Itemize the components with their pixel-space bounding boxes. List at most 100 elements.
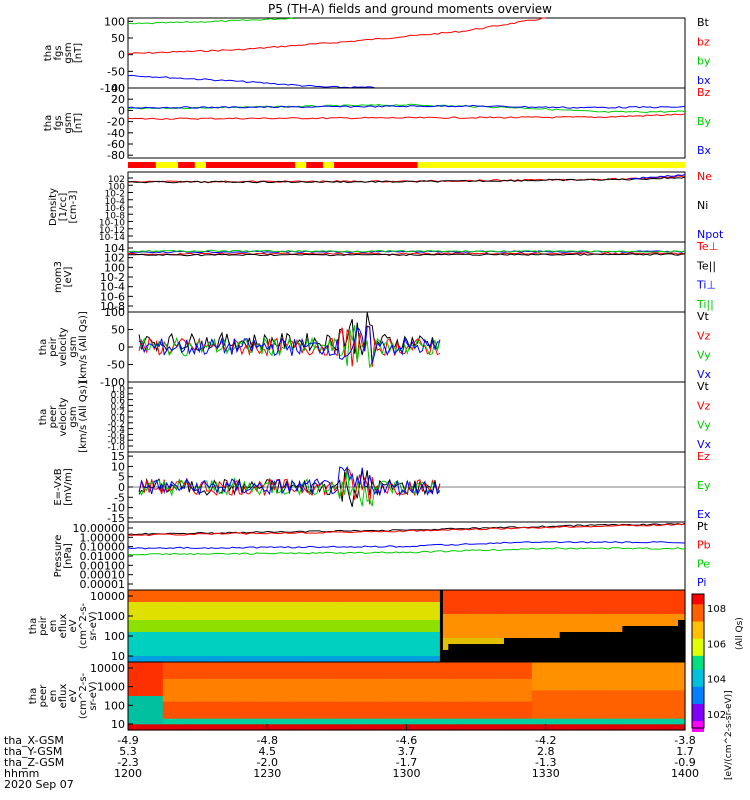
x-tick-label: 1.7 bbox=[676, 745, 694, 758]
spectrogram-cell bbox=[197, 724, 206, 731]
spectrogram-cell bbox=[406, 690, 415, 697]
y-tick-label: 10-4 bbox=[100, 281, 125, 294]
spectrogram-cell bbox=[225, 614, 234, 621]
y-tick-label: 102 bbox=[104, 252, 125, 265]
spectrogram-cell bbox=[141, 614, 150, 621]
spectrogram-cell bbox=[566, 696, 575, 703]
spectrogram-cell bbox=[239, 724, 247, 731]
spectrogram-cell bbox=[232, 690, 240, 697]
spectrogram-cell bbox=[643, 620, 651, 627]
spectrogram-cell bbox=[615, 608, 623, 615]
spectrogram-cell bbox=[476, 713, 484, 720]
spectrogram-cell bbox=[510, 602, 519, 609]
y-tick-label: 15 bbox=[111, 450, 125, 463]
spectrogram-cell bbox=[559, 608, 568, 615]
spectrogram-cell bbox=[288, 638, 296, 645]
spectrogram-cell bbox=[288, 667, 296, 674]
spectrogram-cell bbox=[385, 608, 394, 615]
spectrogram-cell bbox=[497, 656, 505, 663]
spectrogram-cell bbox=[183, 590, 192, 597]
spectrogram-cell bbox=[183, 724, 192, 731]
spectrogram-cell bbox=[204, 656, 213, 663]
y-tick-label: 1000 bbox=[97, 681, 125, 694]
spectrogram-cell bbox=[385, 590, 394, 597]
spectrogram-cell bbox=[218, 662, 227, 669]
legend-Ti⊥: Ti⊥ bbox=[696, 279, 716, 292]
y-tick-label: 10 bbox=[111, 650, 125, 663]
spectrogram-cell bbox=[469, 673, 477, 680]
spectrogram-cell bbox=[350, 701, 359, 708]
x-tick-label: -4.6 bbox=[396, 734, 417, 747]
spectrogram-cell bbox=[204, 614, 213, 621]
spectrogram-cell bbox=[587, 701, 596, 708]
spectrogram-cell bbox=[671, 713, 679, 720]
spectrogram-cell bbox=[357, 626, 366, 633]
spectrogram-cell bbox=[295, 662, 303, 669]
spectrogram-cell bbox=[601, 679, 610, 686]
spectrogram-cell bbox=[573, 718, 582, 725]
spectrogram-cell bbox=[239, 608, 247, 615]
spectrogram-cell bbox=[267, 614, 275, 621]
spectrogram-cell bbox=[615, 713, 623, 720]
x-tick-label: 3.7 bbox=[398, 745, 416, 758]
spectrogram-cell bbox=[427, 596, 435, 603]
spectrogram-cell bbox=[650, 614, 658, 621]
spectrogram-cell bbox=[594, 620, 603, 627]
spectrogram-cell bbox=[260, 679, 268, 686]
spectrogram-cell bbox=[552, 638, 561, 645]
spectrogram-cell bbox=[650, 701, 658, 708]
spectrogram-cell bbox=[441, 638, 449, 645]
spectrogram-cell bbox=[239, 701, 247, 708]
spectrogram-cell bbox=[364, 696, 373, 703]
spectrogram-cell bbox=[531, 596, 540, 603]
spectrogram-cell bbox=[371, 602, 380, 609]
spectrogram-cell bbox=[455, 596, 463, 603]
spectrogram-cell bbox=[559, 644, 568, 651]
spectrogram-cell bbox=[204, 650, 213, 657]
spectrogram-cell bbox=[232, 614, 240, 621]
spectrogram-cell bbox=[559, 614, 568, 621]
spectrogram-cell bbox=[441, 614, 449, 621]
spectrogram-cell bbox=[455, 667, 463, 674]
spectrogram-cell bbox=[371, 707, 380, 714]
spectrogram-cell bbox=[559, 701, 568, 708]
spectrogram-cell bbox=[671, 724, 679, 731]
spectrogram-cell bbox=[420, 596, 428, 603]
spectrogram-cell bbox=[399, 667, 408, 674]
spectrogram-cell bbox=[218, 632, 227, 639]
spectrogram-cell bbox=[141, 718, 150, 725]
spectrogram-cell bbox=[155, 696, 164, 703]
spectrogram-cell bbox=[497, 679, 505, 686]
spectrogram-cell bbox=[483, 656, 491, 663]
spectrogram-cell bbox=[322, 724, 331, 731]
noisy-trace bbox=[138, 465, 441, 497]
spectrogram-cell bbox=[524, 724, 533, 731]
spectrogram-cell bbox=[469, 626, 477, 633]
spectrogram-cell bbox=[448, 596, 456, 603]
y-tick-label: -40 bbox=[107, 127, 125, 140]
spectrogram-cell bbox=[239, 679, 247, 686]
spectrogram-cell bbox=[427, 614, 435, 621]
spectrogram-cell bbox=[260, 590, 268, 597]
spectrogram-cell bbox=[350, 620, 359, 627]
spectrogram-cell bbox=[274, 667, 282, 674]
spectrogram-cell bbox=[232, 590, 240, 597]
spectrogram-cell bbox=[392, 614, 401, 621]
spectrogram-cell bbox=[503, 707, 512, 714]
spectrogram-cell bbox=[566, 724, 575, 731]
spectrogram-cell bbox=[664, 707, 672, 714]
spectrogram-cell bbox=[629, 679, 637, 686]
spectrogram-cell bbox=[190, 656, 199, 663]
x-tick-label: -1.7 bbox=[396, 756, 417, 769]
y-tick-label: 0.00100 bbox=[80, 559, 126, 572]
spectrogram-cell bbox=[643, 626, 651, 633]
spectrogram-cell bbox=[371, 673, 380, 680]
x-tick-label: -2.0 bbox=[257, 756, 278, 769]
spectrogram-cell bbox=[211, 684, 220, 691]
spectrogram-cell bbox=[545, 620, 554, 627]
spectrogram-cell bbox=[608, 701, 616, 708]
spectrogram-cell bbox=[629, 632, 637, 639]
spectrogram-cell bbox=[204, 684, 213, 691]
spectrogram-cell bbox=[336, 667, 345, 674]
y-label-line: [eV] bbox=[63, 267, 74, 288]
